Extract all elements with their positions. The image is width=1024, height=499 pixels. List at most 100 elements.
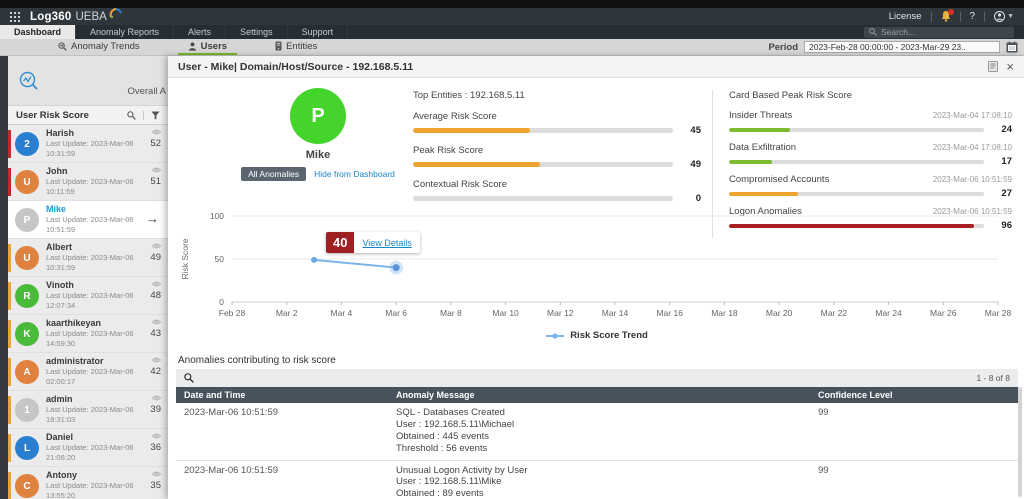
hide-from-dashboard-link[interactable]: Hide from Dashboard [314, 169, 395, 179]
table-scrollbar[interactable] [1018, 387, 1022, 497]
subnav-item-entities[interactable]: Entities [265, 39, 327, 55]
list-search-icon[interactable] [127, 110, 136, 120]
cell-anomaly-message: Unusual Logon Activity by User User : 192… [388, 465, 810, 499]
subnav-items: Anomaly Trends Users Entities [48, 39, 355, 55]
selected-arrow-icon: → [146, 211, 159, 226]
metric-value: 45 [690, 125, 701, 136]
panel-title: User - Mike| Domain/Host/Source - 192.16… [178, 60, 414, 73]
last-update-label: Last Update: 2023-Mar-06 [46, 177, 134, 186]
card-timestamp: 2023-Mar-06 10:51:59 [932, 207, 1012, 216]
user-name: kaarthikeyan [46, 318, 102, 328]
risk-level-bar [8, 130, 11, 158]
table-row[interactable]: 2023-Mar-06 10:51:59 SQL - Databases Crea… [176, 403, 1018, 461]
search-icon [869, 28, 877, 36]
user-list-item[interactable]: L Daniel Last Update: 2023-Mar-06 21:06:20 3… [8, 429, 168, 467]
user-icon [188, 41, 197, 51]
tab-dashboard[interactable]: Dashboard [0, 25, 77, 39]
anomaly-message-line: Threshold : 56 events [396, 442, 488, 454]
notifications-bell-icon[interactable] [941, 9, 954, 22]
risk-level-bar [8, 282, 11, 310]
last-update-label: Last Update: 2023-Mar-06 [46, 481, 134, 490]
global-search-input[interactable]: Search... [864, 26, 1014, 38]
period-range-input[interactable]: 2023-Feb-28 00:00:00 - 2023-Mar-29 23.. [804, 41, 1000, 53]
subnav-item-anomaly-trends[interactable]: Anomaly Trends [48, 39, 150, 55]
last-update-time: 12:07:34 [46, 301, 76, 310]
last-update-label: Last Update: 2023-Mar-06 [46, 405, 134, 414]
svg-text:Mar 26: Mar 26 [930, 308, 957, 318]
anomaly-trend-icon [18, 70, 40, 92]
anomalies-section-title: Anomalies contributing to risk score [178, 355, 336, 366]
table-search-icon[interactable] [184, 373, 194, 383]
card-value: 24 [1001, 124, 1012, 135]
user-list-item[interactable]: U John Last Update: 2023-Mar-06 10:11:59 51 [8, 163, 168, 201]
overall-anomalies-banner[interactable]: Overall A [8, 56, 168, 106]
tab-alerts[interactable]: Alerts [174, 25, 227, 39]
column-header-anomaly-message[interactable]: Anomaly Message [396, 390, 475, 400]
help-icon[interactable]: ? [969, 11, 976, 22]
license-link[interactable]: License [888, 11, 922, 22]
metric-bar-row: 49 [413, 159, 701, 170]
peak-risk-card: Compromised Accounts 2023-Mar-06 10:51:59… [729, 174, 1012, 199]
user-avatar: U [15, 170, 39, 194]
legend-line-icon [546, 332, 565, 339]
view-details-link[interactable]: View Details [362, 237, 412, 248]
user-list-item[interactable]: U Albert Last Update: 2023-Mar-06 10:31:59 4… [8, 239, 168, 277]
svg-text:Mar 14: Mar 14 [602, 308, 629, 318]
metric-bar-track [413, 162, 673, 167]
metric-bar-track [413, 196, 673, 201]
pagination-label: 1 - 8 of 8 [976, 373, 1010, 383]
column-header-date-and-time[interactable]: Date and Time [184, 390, 246, 400]
list-filter-icon[interactable] [143, 110, 160, 120]
chart-legend[interactable]: Risk Score Trend [176, 330, 1018, 341]
user-list-item[interactable]: C Antony Last Update: 2023-Mar-06 13:55:20 3… [8, 467, 168, 499]
anomaly-message-line: User : 192.168.5.11\Michael [396, 418, 515, 430]
tab-anomaly-reports[interactable]: Anomaly Reports [76, 25, 175, 39]
all-anomalies-button[interactable]: All Anomalies [241, 167, 307, 181]
app-grid-icon[interactable] [10, 11, 20, 22]
export-icon[interactable] [988, 61, 999, 72]
app-header: Log360 UEBA License ? ▼ [0, 7, 1024, 25]
last-update-time: 10:31:59 [46, 149, 76, 158]
card-timestamp: 2023-Mar-04 17:08:10 [932, 143, 1012, 152]
metric-label: Average Risk Score [413, 111, 497, 122]
last-update-time: 13:55:20 [46, 491, 76, 499]
main-tab-bar: Dashboard Anomaly Reports Alerts Settings Su… [0, 25, 1024, 39]
svg-text:Mar 20: Mar 20 [766, 308, 793, 318]
table-row[interactable]: 2023-Mar-06 10:51:59 Unusual Logon Activi… [176, 461, 1018, 499]
user-risk-score-value: 43 [150, 328, 161, 339]
card-timestamp: 2023-Mar-06 10:51:59 [932, 175, 1012, 184]
user-list: 2 Harish Last Update: 2023-Mar-06 10:31:59 5… [8, 125, 168, 499]
tab-support[interactable]: Support [288, 25, 349, 39]
risk-level-bar [8, 434, 11, 462]
user-risk-score-value: 39 [150, 404, 161, 415]
user-list-item[interactable]: 1 admin Last Update: 2023-Mar-06 18:31:03 39 [8, 391, 168, 429]
last-update-time: 21:06:20 [46, 453, 76, 462]
svg-text:Mar 22: Mar 22 [821, 308, 848, 318]
user-avatar: C [15, 474, 39, 498]
chart-tooltip[interactable]: 40 View Details [326, 232, 420, 253]
svg-text:Mar 12: Mar 12 [547, 308, 574, 318]
subnav-item-users[interactable]: Users [177, 39, 238, 55]
risk-level-bar [8, 358, 11, 386]
user-list-item[interactable]: P Mike Last Update: 2023-Mar-06 10:51:59 → [8, 201, 168, 239]
user-menu[interactable]: ▼ [994, 11, 1014, 22]
app-logo: Log360 UEBA [30, 7, 125, 23]
card-bar-track [729, 127, 984, 132]
user-list-item[interactable]: R Vinoth Last Update: 2023-Mar-06 12:07:34 4… [8, 277, 168, 315]
close-icon[interactable]: × [1006, 59, 1014, 74]
anomalies-table-body: 2023-Mar-06 10:51:59 SQL - Databases Crea… [176, 403, 1018, 499]
calendar-icon[interactable] [1006, 41, 1018, 53]
user-avatar: U [15, 246, 39, 270]
svg-text:100: 100 [210, 211, 224, 221]
peak-risk-card: Data Exfiltration 2023-Mar-04 17:08:10 17 [729, 142, 1012, 167]
anomaly-message-line: User : 192.168.5.11\Mike [396, 476, 502, 488]
user-risk-score-value: 49 [150, 252, 161, 263]
user-list-item[interactable]: 2 Harish Last Update: 2023-Mar-06 10:31:59 5… [8, 125, 168, 163]
tab-settings[interactable]: Settings [226, 25, 288, 39]
last-update-time: 10:51:59 [46, 225, 76, 234]
anomalies-table-header: Date and Time Anomaly Message Confidence L… [176, 387, 1018, 403]
cell-datetime: 2023-Mar-06 10:51:59 [184, 407, 279, 418]
column-header-confidence-level[interactable]: Confidence Level [818, 390, 893, 400]
